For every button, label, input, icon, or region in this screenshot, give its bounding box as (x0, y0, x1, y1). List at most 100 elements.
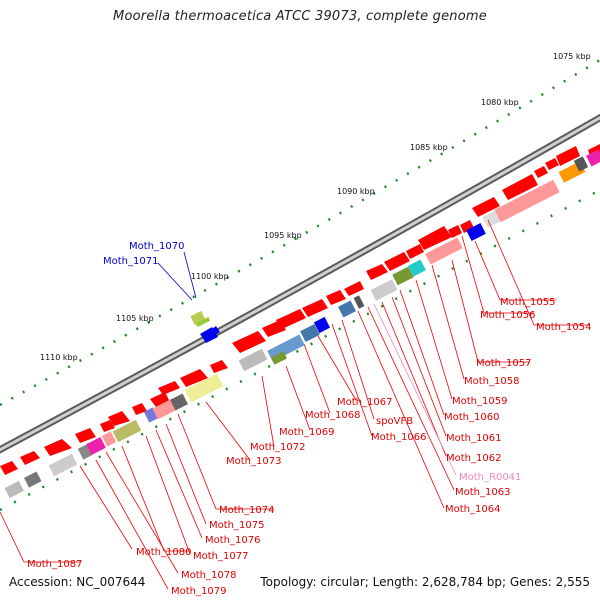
ruler-label-1095: 1095 kbp (264, 231, 302, 240)
gene-block[interactable] (586, 149, 600, 167)
gene-label-moth-1076[interactable]: Moth_1076 (205, 535, 260, 546)
ruler-labels: 1075 kbp 1080 kbp 1085 kbp 1090 kbp 1095… (40, 52, 591, 362)
gene-arrow[interactable] (344, 281, 364, 296)
gene-block-1071a[interactable] (195, 317, 211, 327)
gene-label-moth-1054[interactable]: Moth_1054 (536, 322, 591, 333)
gene-label-moth-1063[interactable]: Moth_1063 (455, 487, 510, 498)
gene-block[interactable] (408, 259, 426, 277)
leader-line (451, 259, 479, 363)
gene-label-moth-1056[interactable]: Moth_1056 (480, 310, 535, 321)
gene-label-moth-1062[interactable]: Moth_1062 (446, 453, 501, 464)
gene-block[interactable] (494, 179, 560, 223)
gene-arrow[interactable] (100, 420, 115, 432)
gene-arrow-1070[interactable] (212, 326, 220, 335)
gene-arrow[interactable] (20, 451, 40, 465)
gene-arrow[interactable] (366, 264, 388, 280)
gene-label-moth-1079[interactable]: Moth_1079 (171, 586, 226, 597)
leader-line (367, 306, 455, 491)
gene-block[interactable] (573, 156, 589, 172)
gene-arrow[interactable] (44, 439, 72, 456)
gene-block[interactable] (170, 393, 188, 411)
gene-arrow[interactable] (0, 461, 18, 475)
gene-label-moth-r0041[interactable]: Moth_R0041 (459, 472, 521, 483)
gene-arrow[interactable] (534, 166, 548, 178)
leader-line (95, 459, 169, 590)
gene-arrow[interactable] (418, 226, 452, 250)
gene-label-moth-1059[interactable]: Moth_1059 (452, 396, 507, 407)
leader-line (157, 262, 193, 301)
gene-block[interactable] (86, 437, 106, 455)
gene-arrow[interactable] (545, 158, 559, 170)
gene-label-moth-1061[interactable]: Moth_1061 (446, 433, 501, 444)
gene-arrow[interactable] (302, 299, 328, 317)
gene-label-moth-1070[interactable]: Moth_1070 (129, 241, 184, 252)
ruler-label-1105: 1105 kbp (116, 314, 154, 323)
gene-block[interactable] (425, 237, 463, 265)
gene-arrow[interactable] (276, 309, 306, 329)
gene-label-moth-1072[interactable]: Moth_1072 (250, 442, 305, 453)
leader-line (105, 451, 179, 574)
gene-block[interactable] (270, 351, 288, 365)
leader-line (381, 301, 447, 457)
inner-feature-track (4, 149, 600, 498)
gene-arrow[interactable] (158, 381, 180, 395)
gene-arrow[interactable] (75, 428, 96, 443)
gene-label-moth-1057[interactable]: Moth_1057 (476, 358, 531, 369)
gene-arrow[interactable] (448, 225, 462, 238)
leader-line (331, 323, 373, 437)
gene-block[interactable] (4, 480, 24, 498)
leader-lines (0, 219, 590, 590)
leader-line (341, 319, 375, 420)
gene-arrow[interactable] (472, 197, 500, 217)
map-title: Moorella thermoacetica ATCC 39073, compl… (113, 9, 487, 24)
gene-arrow[interactable] (132, 403, 147, 415)
gene-label-moth-1058[interactable]: Moth_1058 (464, 376, 519, 387)
gene-label-moth-1060[interactable]: Moth_1060 (444, 412, 499, 423)
gene-arrow[interactable] (108, 411, 130, 426)
gene-block[interactable] (353, 295, 365, 309)
gene-label-moth-1077[interactable]: Moth_1077 (193, 551, 248, 562)
gene-block[interactable] (392, 266, 414, 286)
gene-label-moth-1071[interactable]: Moth_1071 (103, 256, 158, 267)
gene-label-moth-1055[interactable]: Moth_1055 (500, 297, 555, 308)
gene-label-moth-1074[interactable]: Moth_1074 (219, 505, 274, 516)
gene-block[interactable] (313, 316, 331, 334)
gene-block[interactable] (466, 223, 486, 241)
gene-block[interactable] (184, 373, 224, 403)
gene-label-moth-1087[interactable]: Moth_1087 (27, 559, 82, 570)
gene-label-moth-1078[interactable]: Moth_1078 (181, 570, 236, 581)
gene-label-moth-1073[interactable]: Moth_1073 (226, 456, 281, 467)
gene-block[interactable] (48, 453, 78, 477)
red-labels: Moth_1055 Moth_1056 Moth_1054 Moth_1057 … (27, 297, 591, 597)
gene-block[interactable] (152, 398, 178, 420)
gene-label-moth-1080[interactable]: Moth_1080 (136, 547, 191, 558)
gene-arrow[interactable] (556, 146, 580, 166)
genome-backbone-highlight (0, 116, 600, 452)
gene-block[interactable] (24, 471, 42, 488)
gene-label-moth-1068[interactable]: Moth_1068 (305, 410, 360, 421)
gene-block[interactable] (300, 324, 320, 342)
gene-block[interactable] (238, 348, 268, 372)
gene-label-moth-1075[interactable]: Moth_1075 (209, 520, 264, 531)
gene-label-moth-1067[interactable]: Moth_1067 (337, 397, 392, 408)
gene-block[interactable] (112, 419, 142, 443)
gene-label-moth-1066[interactable]: Moth_1066 (371, 432, 426, 443)
gene-block[interactable] (101, 431, 117, 447)
leader-line (303, 343, 331, 414)
leader-lines-pink (373, 303, 457, 476)
gene-arrow[interactable] (384, 252, 410, 271)
gene-label-moth-1069[interactable]: Moth_1069 (279, 427, 334, 438)
gene-arrow[interactable] (406, 244, 424, 259)
gene-label-spovfb[interactable]: spoVFB (376, 416, 413, 427)
gene-arrow[interactable] (180, 369, 208, 387)
ruler-label-1100: 1100 kbp (191, 272, 229, 281)
gene-arrow[interactable] (326, 290, 346, 305)
gene-arrow[interactable] (502, 174, 538, 200)
gene-block[interactable] (370, 279, 398, 301)
gene-label-moth-1064[interactable]: Moth_1064 (445, 504, 500, 515)
gene-arrow[interactable] (210, 360, 228, 373)
gene-block[interactable] (338, 300, 356, 318)
leader-line (431, 264, 465, 380)
gene-arrow[interactable] (232, 331, 266, 353)
